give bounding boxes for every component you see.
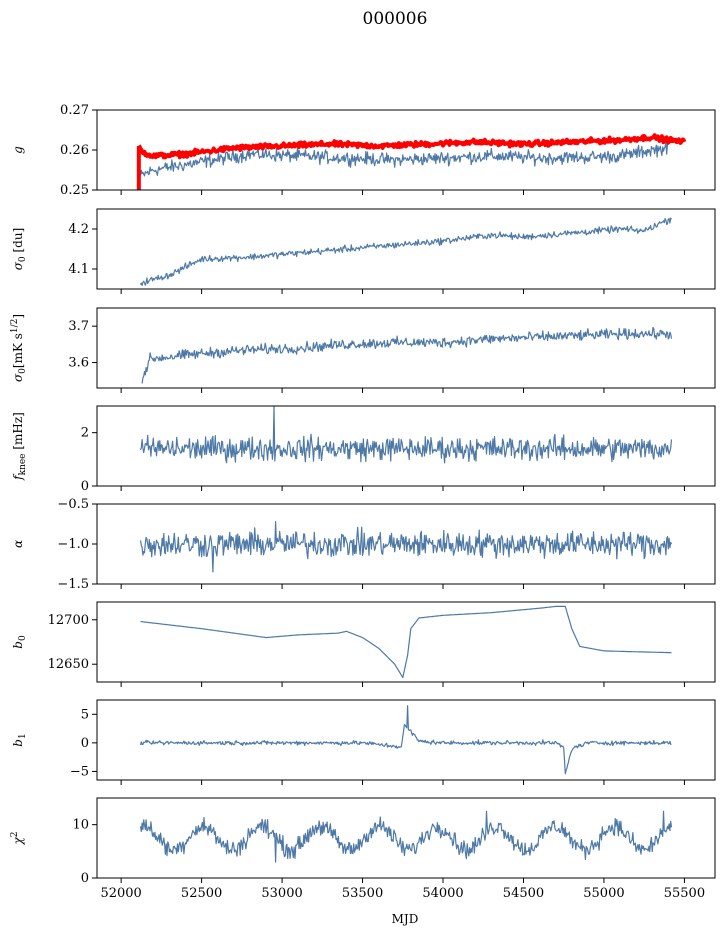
- series-b0-0: [140, 605, 672, 679]
- figure-title: 000006: [363, 9, 428, 29]
- series-g-0: [139, 140, 669, 177]
- x-tick-label: 53500: [342, 886, 383, 901]
- series-sigma0-du-0: [139, 217, 672, 286]
- series-sigma0-mks-0: [141, 326, 673, 384]
- x-tick-label: 52500: [181, 886, 222, 901]
- panel-b1: −5 0 5 b1: [11, 699, 716, 785]
- panel-alpha: −1.5 −1.0 −0.5 α: [11, 497, 716, 592]
- panel-chi2: 0 10 52000 52500 53000 53500 54000 54500 55000 55…: [10, 797, 716, 901]
- x-tick-label: 52000: [100, 886, 141, 901]
- axes-frame-chi2: [96, 797, 716, 879]
- y-tick-label-b1: −5: [70, 764, 89, 779]
- panel-sigma0-du: 4.1 4.2 σ0 [du]: [11, 208, 716, 294]
- x-tick-label: 54000: [422, 886, 463, 901]
- y-tick-label-alpha: −0.5: [57, 497, 89, 512]
- y-axis-label-alpha: α: [11, 540, 25, 548]
- y-tick-label-alpha: −1.0: [57, 537, 89, 552]
- y-axis-label-sigma0-du: σ0 [du]: [11, 228, 28, 271]
- series-b1-0: [139, 705, 672, 775]
- x-tick-label: 54500: [503, 886, 544, 901]
- axes-frame-fknee: [96, 405, 716, 487]
- y-tick-label-fknee: 2: [81, 426, 89, 441]
- panel-sigma0-mks: 3.6 3.7 σ0[mK s1/2]: [10, 307, 716, 393]
- panel-fknee: 0 2 fknee [mHz]: [11, 405, 716, 494]
- series-alpha-0: [139, 520, 673, 573]
- x-tick-label: 55500: [664, 886, 705, 901]
- axes-frame-b1: [96, 699, 716, 781]
- y-tick-label-b0: 12650: [48, 657, 89, 672]
- y-axis-label-g: g: [11, 146, 25, 154]
- y-tick-label-b1: 0: [81, 736, 89, 751]
- series-g-1: [137, 133, 687, 160]
- y-tick-label-g: 0.26: [60, 143, 89, 158]
- panel-g: 0.25 0.26 0.27 g: [11, 103, 716, 198]
- y-axis-label-fknee: fknee [mHz]: [11, 412, 28, 481]
- axes-frame-sigma0-du: [96, 208, 716, 290]
- y-tick-label-sigma0-mks: 3.6: [68, 356, 89, 371]
- panels: 0.25 0.26 0.27 g 4.1 4.2 σ0 [du] 3.6 3.7 σ0[mK s1…: [10, 103, 716, 901]
- y-axis-label-sigma0-mks: σ0[mK s1/2]: [10, 314, 28, 382]
- axes-frame-sigma0-mks: [96, 307, 716, 389]
- y-axis-label-chi2: χ2: [10, 831, 25, 845]
- axes-frame-b0: [96, 601, 716, 683]
- y-tick-label-g: 0.25: [60, 183, 89, 198]
- series-chi2-0: [139, 810, 673, 863]
- y-tick-label-sigma0-mks: 3.7: [68, 319, 89, 334]
- series-fknee-0: [139, 406, 673, 464]
- y-axis-label-b0: b0: [11, 635, 28, 649]
- y-tick-label-alpha: −1.5: [57, 577, 89, 592]
- y-tick-label-fknee: 0: [81, 479, 89, 494]
- panel-b0: 12650 12700 b0: [11, 601, 716, 687]
- y-axis-label-b1: b1: [11, 733, 28, 746]
- y-tick-label-chi2: 0: [81, 871, 89, 886]
- y-tick-label-b0: 12700: [48, 613, 89, 628]
- x-tick-label: 53000: [261, 886, 302, 901]
- x-tick-label: 55000: [583, 886, 624, 901]
- y-tick-label-sigma0-du: 4.2: [68, 222, 89, 237]
- y-tick-label-g: 0.27: [60, 103, 89, 118]
- y-tick-label-b1: 5: [81, 707, 89, 722]
- y-tick-label-sigma0-du: 4.1: [68, 262, 89, 277]
- y-tick-label-chi2: 10: [72, 818, 89, 833]
- x-axis-label: MJD: [392, 912, 419, 926]
